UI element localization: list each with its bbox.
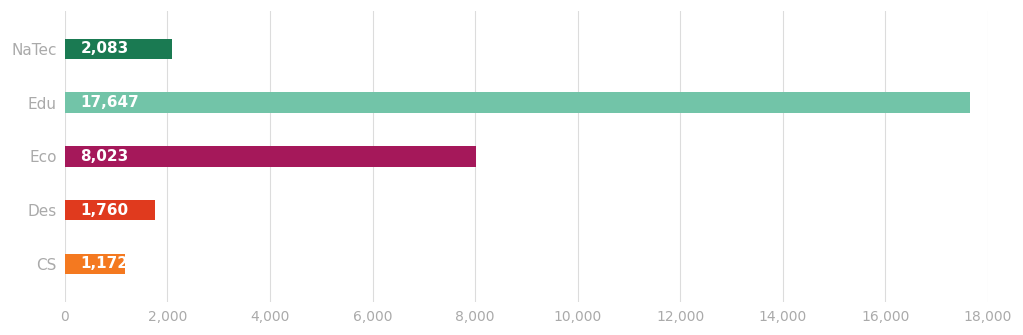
Text: 1,760: 1,760 [81, 203, 129, 218]
Bar [64, 254, 125, 274]
Bar [64, 200, 155, 220]
Text: 8,023: 8,023 [81, 149, 129, 164]
Text: 1,172: 1,172 [81, 256, 128, 271]
Bar [64, 146, 477, 166]
Text: 2,083: 2,083 [81, 41, 129, 56]
Bar [64, 39, 172, 59]
Bar [64, 92, 970, 113]
Text: 17,647: 17,647 [81, 95, 139, 110]
